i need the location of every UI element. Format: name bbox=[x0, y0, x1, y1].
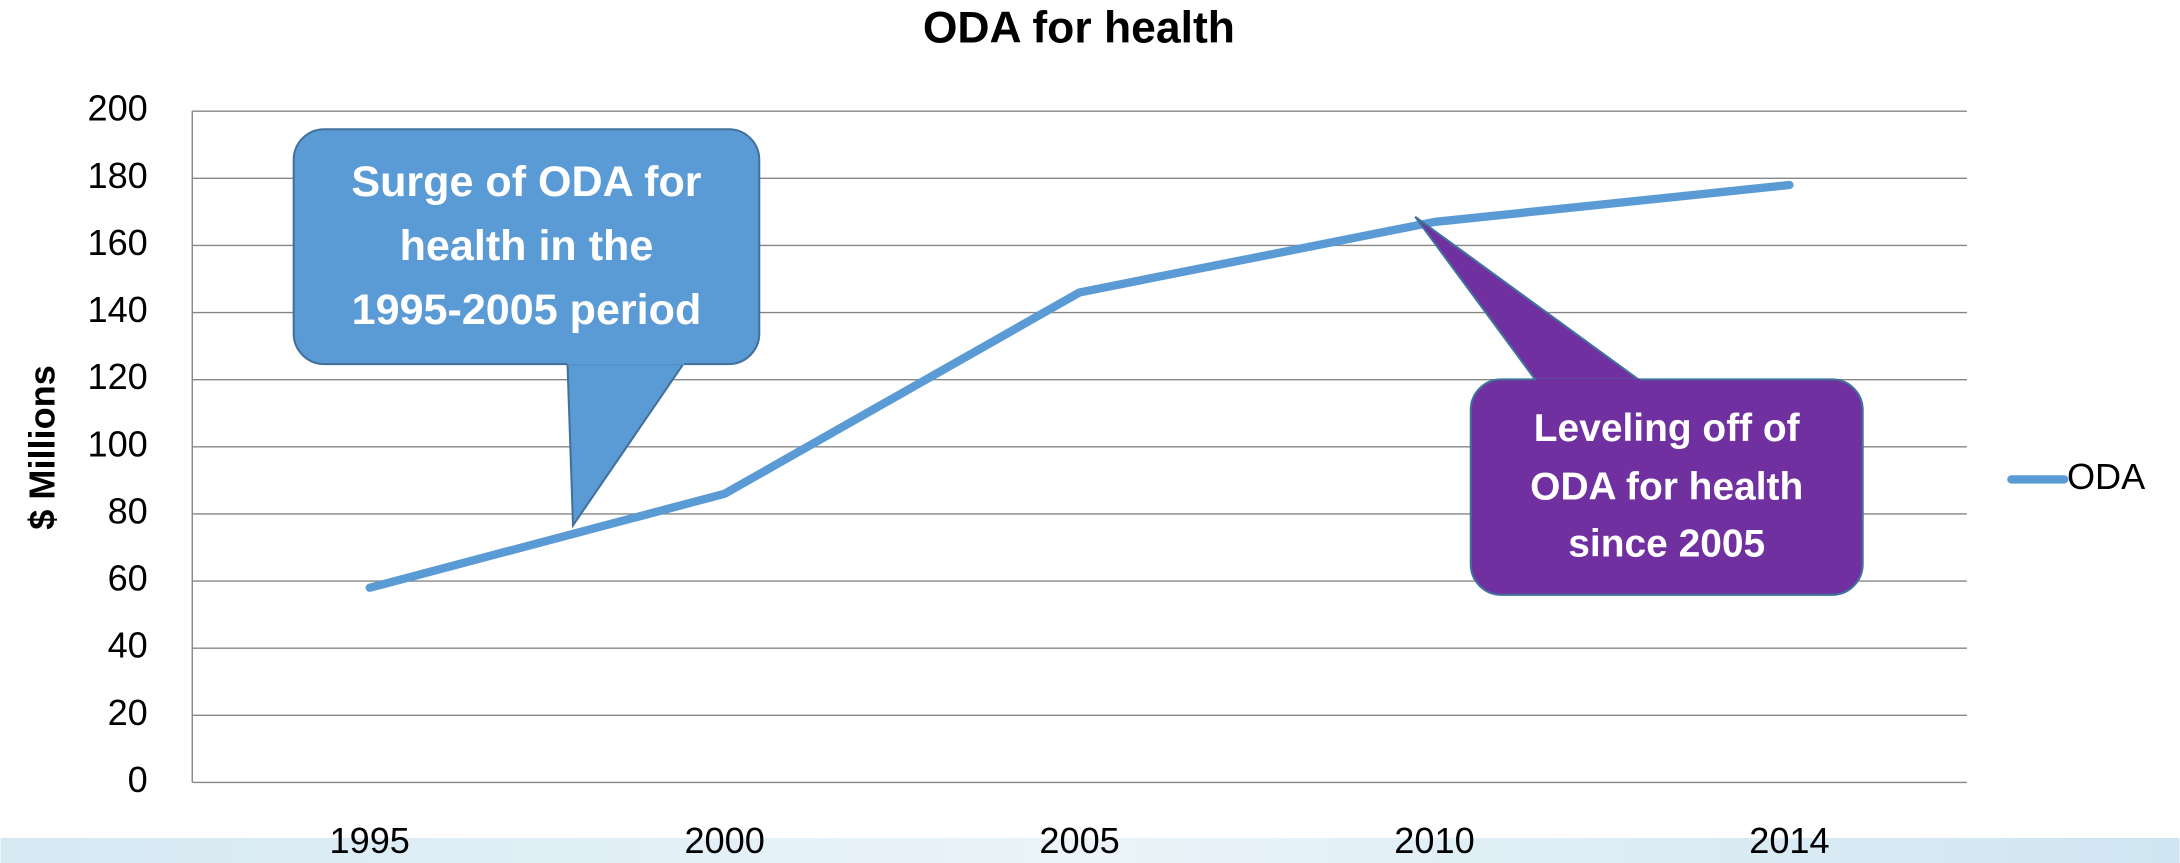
callout-text: 1995-2005 period bbox=[352, 286, 702, 334]
y-tick-label: 100 bbox=[88, 423, 148, 464]
y-tick-label: 140 bbox=[88, 289, 148, 330]
callout-text: ODA for health bbox=[1530, 465, 1803, 508]
x-tick-label: 2005 bbox=[1039, 820, 1119, 861]
callout-text: Leveling off of bbox=[1534, 407, 1801, 450]
x-tick-label: 2000 bbox=[684, 820, 764, 861]
y-tick-label: 120 bbox=[88, 356, 148, 397]
y-tick-label: 200 bbox=[88, 88, 148, 129]
callout-text: Surge of ODA for bbox=[351, 158, 701, 206]
callout: Leveling off of ODA for health since 2005 bbox=[1414, 215, 1864, 596]
chart-title: ODA for health bbox=[923, 3, 1235, 52]
y-tick-label: 60 bbox=[108, 558, 148, 599]
callout-box bbox=[292, 128, 761, 366]
y-axis-label: $ Millions bbox=[21, 365, 62, 530]
callout-text: health in the bbox=[400, 222, 654, 270]
y-tick-label: 20 bbox=[108, 692, 148, 733]
callout-box bbox=[1469, 378, 1864, 596]
y-tick-label: 80 bbox=[108, 490, 148, 531]
legend-label: ODA bbox=[2067, 456, 2146, 497]
y-tick-label: 180 bbox=[88, 155, 148, 196]
x-tick-label: 2014 bbox=[1749, 820, 1829, 861]
callout-tail bbox=[566, 361, 687, 529]
callout-tail bbox=[1414, 215, 1644, 382]
y-tick-label: 0 bbox=[128, 759, 148, 800]
footer-band bbox=[0, 837, 2180, 863]
y-tick-label: 160 bbox=[88, 222, 148, 263]
callout-text: since 2005 bbox=[1568, 522, 1765, 565]
x-tick-label: 1995 bbox=[330, 820, 410, 861]
y-tick-label: 40 bbox=[108, 625, 148, 666]
callout: Surge of ODA for health in the 1995-2005 p… bbox=[292, 128, 761, 529]
data-line bbox=[365, 180, 1794, 592]
x-tick-label: 2010 bbox=[1394, 820, 1474, 861]
